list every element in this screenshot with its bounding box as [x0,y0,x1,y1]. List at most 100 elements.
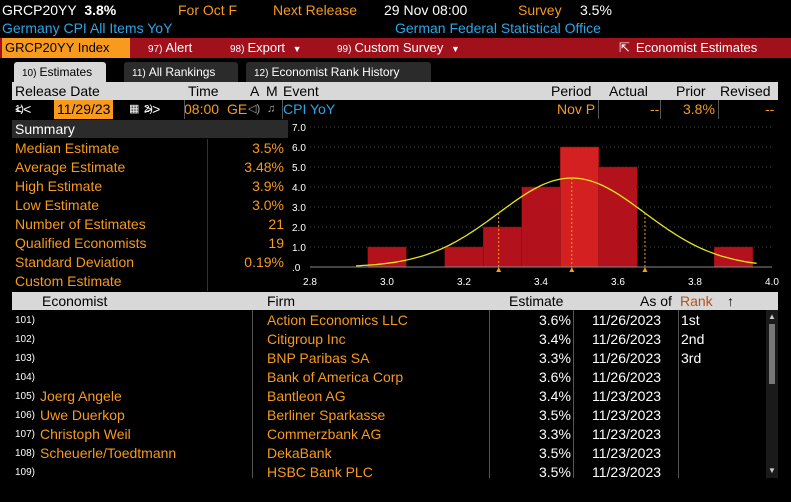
summary-value: 21 [268,216,284,232]
economist-table-header: Economist Firm Estimate As of Rank ↑ [12,292,778,310]
tab-economist-rank-history[interactable]: 12) Economist Rank History [246,62,431,82]
custom-survey-button[interactable]: 99) Custom Survey ▼ [337,38,460,58]
col-as-of[interactable]: As of [640,293,672,309]
y-tick-label: .0 [292,263,301,274]
estimate-value: 3.4% [539,331,571,347]
summary-label: Average Estimate [15,159,126,175]
col-period[interactable]: Period [551,83,592,99]
col-economist[interactable]: Economist [42,293,108,309]
summary-label: Number of Estimates [15,216,146,232]
row-number: 109) [15,467,36,478]
next-num: 2) [144,104,153,115]
ticker-line: GRCP20YY 3.8% [2,2,116,20]
alert-button[interactable]: 97) Alert [148,38,192,58]
col-event[interactable]: Event [283,83,319,99]
as-of-date: 11/26/2023 [592,350,662,366]
ticker-symbol: GRCP20YY [2,2,77,18]
tab-estimates[interactable]: 10) Estimates [14,62,106,82]
prev-num: 1) [15,104,24,115]
tab-num: 12) [254,68,269,79]
table-row[interactable]: 108) Scheuerle/Toedtmann DekaBank 3.5% 11/23… [12,444,766,463]
x-tick-label: 4.0 [765,277,779,288]
summary-label: Median Estimate [15,140,120,156]
as-of-date: 11/26/2023 [592,369,662,385]
table-row[interactable]: 101) Action Economics LLC 3.6% 11/26/2023 1s… [12,311,766,330]
table-row[interactable]: 102) Citigroup Inc 3.4% 11/26/2023 2nd [12,330,766,349]
histogram-bar [560,146,599,268]
tab-num: 11) [132,68,146,79]
y-tick-label: 4.0 [292,183,306,194]
histogram-bar [714,246,753,268]
bell-icon[interactable]: ♫ [267,103,276,115]
col-actual[interactable]: Actual [609,83,648,99]
table-row[interactable]: 105) Joerg Angele Bantleon AG 3.4% 11/23/202… [12,387,766,406]
tab-label: Estimates [39,65,93,79]
col-rank[interactable]: Rank [680,293,713,309]
table-row[interactable]: 103) BNP Paribas SA 3.3% 11/26/2023 3rd [12,349,766,368]
next-release-label: Next Release [273,2,358,18]
tab-label: All Rankings [148,65,216,79]
tab-num: 10) [22,68,37,79]
tab-all-rankings[interactable]: 11) All Rankings [124,62,238,82]
summary-row-qualified: Qualified Economists 19 [12,234,288,253]
as-of-date: 11/23/2023 [592,388,662,404]
col-prior[interactable]: Prior [676,83,706,99]
release-time: 08:00 [184,101,220,117]
as-of-date: 11/26/2023 [592,312,662,328]
event-prior: 3.8% [683,101,715,117]
summary-label: Standard Deviation [15,254,135,270]
table-row[interactable]: 106) Uwe Duerkop Berliner Sparkasse 3.5% 11/… [12,406,766,425]
economist-estimates-button[interactable]: ⇱ Economist Estimates [619,38,757,58]
estimate-value: 3.3% [539,350,571,366]
export-button[interactable]: 98) Export ▼ [230,38,302,58]
firm-name: Action Economics LLC [267,312,408,328]
prev-arrows: << [15,101,32,117]
export-num: 98) [230,44,245,55]
row-number: 107) [15,429,36,440]
col-release-date[interactable]: Release Date [15,83,100,99]
y-tick-label: 7.0 [292,123,306,134]
divider [598,100,599,119]
for-period: For Oct F [178,2,238,18]
index-selector[interactable]: GRCP20YY Index [2,38,130,58]
x-tick-label: 3.6 [611,277,625,288]
estimate-value: 3.5% [539,445,571,461]
scroll-down-icon[interactable]: ▼ [768,466,776,475]
col-m[interactable]: M [266,83,278,99]
calendar-icon[interactable]: ▦ [129,103,140,115]
summary-label: Qualified Economists [15,235,147,251]
summary-row-custom[interactable]: Custom Estimate [12,272,288,291]
row-number: 105) [15,391,36,402]
sort-up-icon[interactable]: ↑ [727,293,734,309]
scrollbar[interactable]: ▲ ▼ [766,310,778,478]
col-a[interactable]: A [250,83,260,99]
y-tick-label: 3.0 [292,203,306,214]
firm-name: BNP Paribas SA [267,350,370,366]
col-firm[interactable]: Firm [267,293,295,309]
table-row[interactable]: 109) HSBC Bank PLC 3.5% 11/23/2023 [12,463,766,482]
rank-value: 2nd [681,331,705,347]
data-source: German Federal Statistical Office [395,20,601,36]
scroll-thumb[interactable] [769,324,775,384]
summary-label: High Estimate [15,178,103,194]
event-period: Nov P [557,101,596,117]
as-of-date: 11/26/2023 [592,331,662,347]
histogram-bar [444,246,484,268]
as-of-date: 11/23/2023 [592,426,662,442]
alert-num: 97) [148,44,163,55]
col-revised[interactable]: Revised [720,83,771,99]
event-name[interactable]: CPI YoY [283,101,336,117]
scroll-up-icon[interactable]: ▲ [768,312,776,321]
table-row[interactable]: 104) Bank of America Corp 3.6% 11/26/2023 [12,368,766,387]
release-date-input[interactable]: 11/29/23 [54,100,114,119]
col-time[interactable]: Time [188,83,219,99]
estimate-value: 3.3% [539,426,571,442]
row-number: 106) [15,410,36,421]
economist-name: Uwe Duerkop [40,407,125,423]
summary-row-median: Median Estimate 3.5% [12,139,288,158]
estimate-value: 3.5% [539,407,571,423]
table-row[interactable]: 107) Christoph Weil Commerzbank AG 3.3% 11/2… [12,425,766,444]
speaker-icon[interactable]: ◁) [248,103,261,115]
col-estimate[interactable]: Estimate [509,293,564,309]
divider [184,100,185,119]
